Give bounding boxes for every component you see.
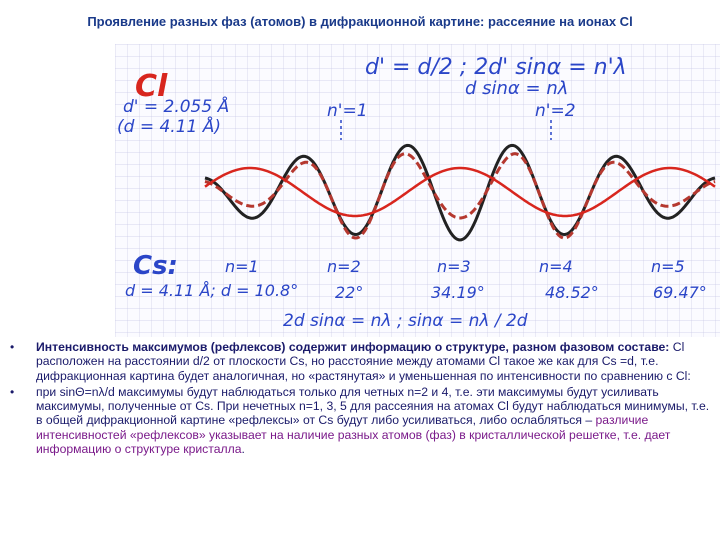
n1-top-label: n'=1 [327,101,368,121]
bullet-dot: • [10,384,15,399]
angle-4: 69.47° [653,283,707,302]
angle-2: 34.19° [431,283,485,302]
angle-3: 48.52° [545,283,599,302]
diffraction-figure: d' = d/2 ; 2d' sinα = n'λ d sinα = nλ Cl… [115,44,720,337]
sum-wave-dashed [204,152,716,240]
page-title: Проявление разных фаз (атомов) в дифракц… [87,14,633,29]
n-label-2: n=2 [327,257,361,276]
cs-symbol: Cs: [133,251,178,281]
cl-wave-red [204,166,716,218]
cs-params: d = 4.11 Å; d = 10.8° [125,281,298,300]
n-label-4: n=4 [539,257,573,276]
n-label-1: n=1 [225,257,259,276]
formula-top-1: d' = d/2 ; 2d' sinα = n'λ [365,55,627,80]
bullet-2-highlight: различие интенсивностей «рефлексов» указ… [36,413,671,457]
waves-group [204,143,716,242]
cl-d-prime: d' = 2.055 Å [123,95,229,117]
bullet-2-end: . [241,442,245,457]
bullet-2-text: при sinΘ=nλ/d максимумы будут наблюдатьс… [36,384,710,428]
n-label-3: n=3 [437,257,471,276]
cs-wave-black [204,143,716,242]
angle-1: 22° [335,283,363,302]
bullet-item-1: • Интенсивность максимумов (рефлексов) с… [8,340,713,383]
formula-top-2: d sinα = nλ [465,78,568,99]
cl-symbol: Cl [135,69,168,104]
formula-bottom: 2d sinα = nλ ; sinα = nλ / 2d [283,311,528,331]
n2-top-label: n'=2 [535,101,576,121]
cl-d: (d = 4.11 Å) [117,115,221,137]
bullet-dot: • [10,340,15,354]
bullet-list: • Интенсивность максимумов (рефлексов) с… [8,340,713,458]
bullet-item-2: • при sinΘ=nλ/d максимумы будут наблюдат… [8,385,713,456]
n-label-5: n=5 [651,257,685,276]
bullet-1-text: Cl расположен на расстоянии d/2 от плоск… [36,340,691,383]
bullet-1-bold: Интенсивность максимумов (рефлексов) сод… [36,340,670,354]
